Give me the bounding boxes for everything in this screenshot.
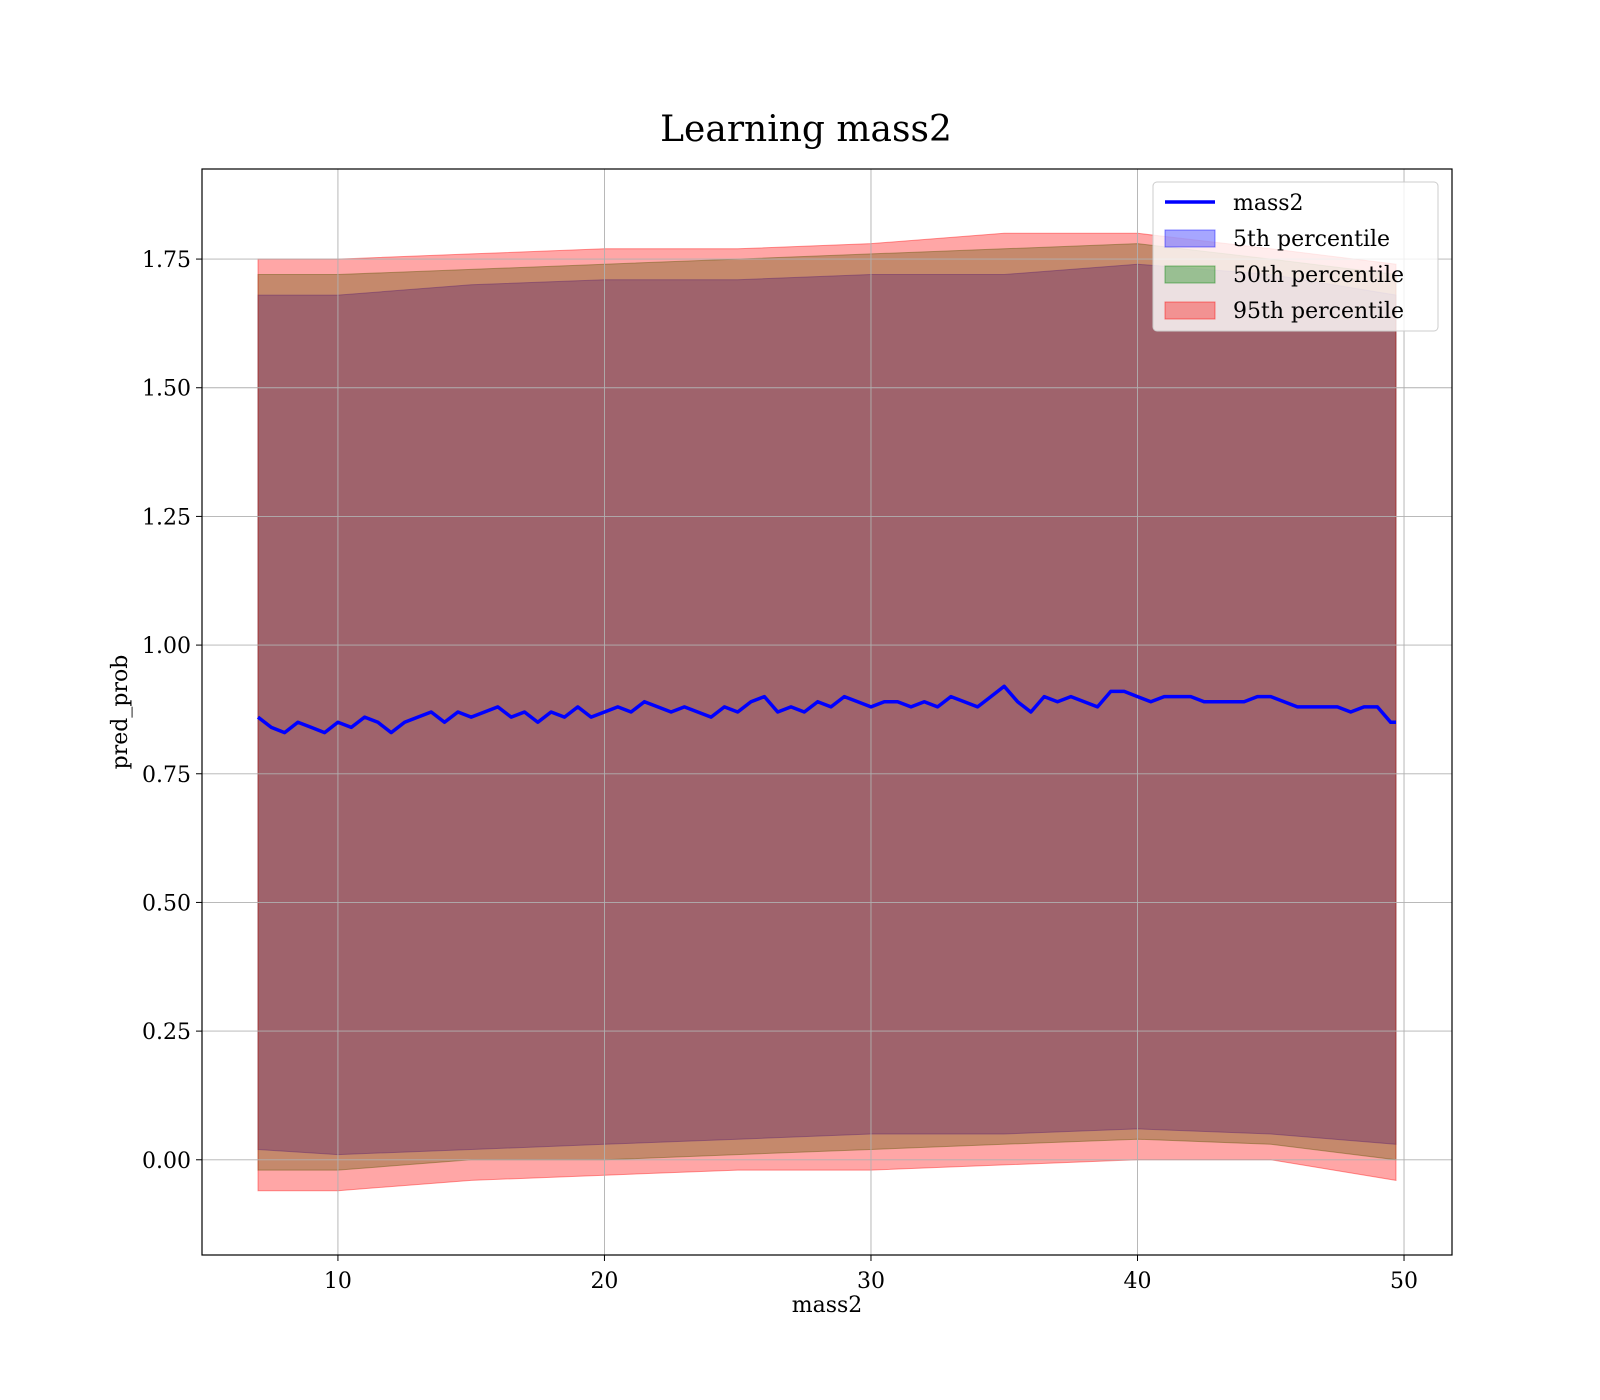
series-line-mass2 <box>256 684 1396 735</box>
x-tick-label: 30 <box>857 1269 885 1294</box>
y-tick-label: 0.00 <box>142 1149 191 1174</box>
x-axis-label: mass2 <box>792 1293 863 1318</box>
plot-frame <box>201 168 1453 1256</box>
legend-label: 50th percentile <box>1233 263 1404 288</box>
y-axis-ticks: 0.00 0.25 0.50 0.75 1.00 1.25 1.50 1.75 <box>142 248 202 1174</box>
y-tick-label: 0.75 <box>142 763 191 788</box>
plot-area <box>201 168 1453 1256</box>
x-tick-label: 40 <box>1124 1269 1152 1294</box>
y-axis-label: pred_prob <box>108 655 133 770</box>
chart-title: Learning mass2 <box>660 109 952 150</box>
x-axis-ticks: 10 20 30 40 50 <box>324 1255 1418 1294</box>
y-tick-label: 1.00 <box>142 634 191 659</box>
legend-box <box>1152 181 1439 332</box>
y-tick-label: 1.25 <box>142 505 191 530</box>
legend: mass2 5th percentile 50th percentile 95th p… <box>1152 181 1439 332</box>
x-tick-label: 20 <box>590 1269 618 1294</box>
plot-background <box>202 169 1452 1255</box>
grid-lines <box>202 169 1452 1255</box>
series-lines <box>256 684 1396 735</box>
legend-swatch-band <box>1164 265 1216 284</box>
band-95th-percentile <box>257 232 1397 1192</box>
y-tick-label: 0.50 <box>142 891 191 916</box>
band-5th-percentile <box>257 263 1397 1156</box>
y-tick-label: 1.50 <box>142 377 191 402</box>
x-tick-label: 50 <box>1390 1269 1418 1294</box>
y-tick-label: 0.25 <box>142 1020 191 1045</box>
x-tick-label: 10 <box>324 1269 352 1294</box>
legend-label: 95th percentile <box>1233 299 1404 324</box>
legend-swatch-band <box>1164 229 1216 248</box>
legend-label: mass2 <box>1233 191 1304 216</box>
legend-swatch-band <box>1164 301 1216 320</box>
y-tick-label: 1.75 <box>142 248 191 273</box>
legend-label: 5th percentile <box>1233 227 1390 252</box>
